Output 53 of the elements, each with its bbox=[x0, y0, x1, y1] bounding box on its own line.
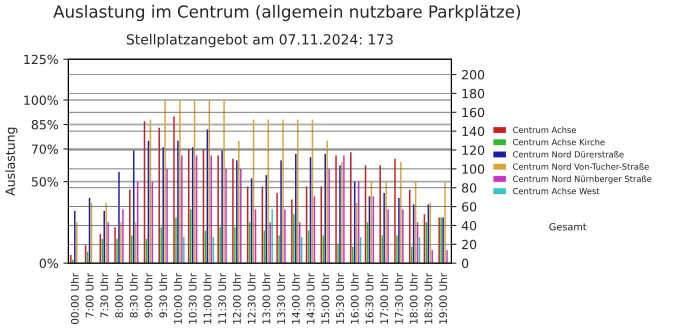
x-tick-label: 13:30 Uhr bbox=[276, 272, 286, 324]
x-tick-label: 12:30 Uhr bbox=[248, 272, 256, 324]
y2-tick-label: 180 bbox=[462, 88, 484, 98]
x-tick-label: 14:30 Uhr bbox=[306, 272, 315, 324]
x-tick-label: 11:30 Uhr bbox=[218, 272, 226, 324]
y2-tick-label: 120 bbox=[462, 145, 484, 155]
legend-label: Centrum Nord Nürnberger Straße bbox=[513, 176, 652, 184]
x-tick-label: 7:00 Uhr bbox=[85, 272, 94, 318]
x-tick-label: 00:00 Uhr bbox=[70, 272, 79, 324]
x-tick-label: 8:30 Uhr bbox=[130, 272, 138, 318]
y-tick-label: 125% bbox=[24, 54, 58, 64]
legend-label: Centrum Achse West bbox=[513, 188, 600, 194]
legend-label: Centrum Achse Kirche bbox=[513, 138, 605, 146]
x-tick-label: 8:00 Uhr bbox=[114, 272, 123, 318]
x-tick-label: 17:00 Uhr bbox=[380, 272, 388, 324]
x-tick-label: 13:00 Uhr bbox=[262, 272, 270, 324]
legend-label: Centrum Nord Dürerstraße bbox=[513, 151, 624, 158]
y-tick-label: 50% bbox=[32, 177, 58, 187]
x-tick-label: 17:30 Uhr bbox=[394, 272, 403, 324]
x-tick-label: 16:30 Uhr bbox=[365, 272, 374, 324]
y-tick-label: 0% bbox=[40, 258, 58, 268]
x-tick-label: 12:00 Uhr bbox=[232, 272, 241, 324]
x-tick-label: 19:00 Uhr bbox=[439, 272, 448, 324]
y2-tick-label: 160 bbox=[462, 108, 484, 118]
legend-label: Centrum Achse bbox=[513, 126, 576, 134]
y2-tick-label: 200 bbox=[462, 70, 484, 80]
y-tick-label: 100% bbox=[24, 95, 58, 105]
y2-tick-label: 140 bbox=[462, 126, 484, 136]
x-tick-label: 14:00 Uhr bbox=[292, 272, 300, 324]
x-tick-label: 15:00 Uhr bbox=[321, 272, 330, 324]
x-tick-label: 16:00 Uhr bbox=[350, 272, 359, 324]
y2-tick-label: 60 bbox=[462, 202, 476, 212]
y2-tick-label: 20 bbox=[462, 240, 476, 250]
x-tick-label: 9:30 Uhr bbox=[159, 272, 168, 318]
x-tick-label: 10:00 Uhr bbox=[174, 272, 182, 324]
y-tick-label: 70% bbox=[32, 144, 58, 154]
y-tick-label: 85% bbox=[32, 120, 58, 130]
chart-subtitle: Stellplatzangebot am 07.11.2024: 173 bbox=[126, 34, 393, 48]
y2-tick-label: 40 bbox=[462, 220, 476, 230]
x-tick-label: 18:00 Uhr bbox=[410, 272, 418, 324]
x-tick-label: 10:30 Uhr bbox=[188, 272, 197, 324]
y-axis-title: Auslastung bbox=[5, 128, 18, 196]
x-tick-label: 7:30 Uhr bbox=[100, 272, 108, 318]
y2-tick-label: 0 bbox=[462, 258, 468, 268]
text: Gesamt bbox=[549, 223, 586, 230]
x-tick-label: 18:30 Uhr bbox=[424, 272, 432, 324]
x-tick-label: 15:30 Uhr bbox=[336, 272, 344, 324]
y2-tick-label: 80 bbox=[462, 183, 476, 193]
y2-tick-label: 100 bbox=[462, 164, 484, 174]
x-tick-label: 9:00 Uhr bbox=[144, 272, 152, 318]
x-tick-label: 11:00 Uhr bbox=[203, 272, 212, 324]
chart-title: Auslastung im Centrum (allgemein nutzbare Parkplätze) bbox=[53, 4, 520, 22]
legend-label: Centrum Nord Von-Tucher-Straße bbox=[513, 163, 649, 170]
